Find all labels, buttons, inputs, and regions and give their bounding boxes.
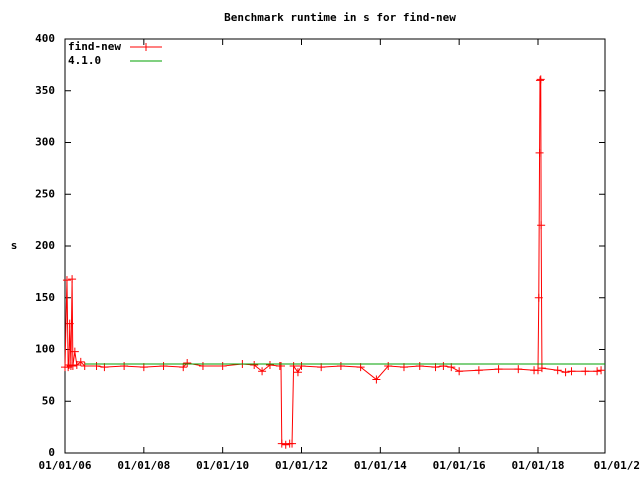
- chart-title: Benchmark runtime in s for find-new: [224, 11, 456, 24]
- point-marker: [70, 347, 79, 356]
- y-tick-label: 200: [35, 239, 55, 252]
- point-marker: [64, 361, 73, 370]
- y-tick-label: 400: [35, 32, 55, 45]
- legend-label: find-new: [68, 40, 121, 53]
- point-marker: [533, 366, 542, 375]
- point-marker: [372, 375, 381, 384]
- point-marker: [277, 362, 285, 371]
- y-axis-label: s: [11, 239, 18, 252]
- y-tick-label: 50: [42, 394, 55, 407]
- point-marker: [553, 366, 562, 375]
- point-marker: [68, 275, 77, 284]
- point-marker: [250, 361, 259, 370]
- x-tick-label: 01/01/08: [117, 459, 170, 472]
- point-marker: [561, 368, 570, 377]
- point-marker: [536, 75, 545, 84]
- y-tick-label: 100: [35, 343, 55, 356]
- point-marker: [535, 148, 544, 157]
- point-marker: [567, 367, 576, 376]
- point-marker: [336, 362, 345, 371]
- point-marker: [439, 362, 448, 371]
- legend-marker: [142, 43, 150, 51]
- point-marker: [92, 362, 101, 371]
- point-marker: [68, 362, 77, 371]
- point-marker: [537, 221, 546, 230]
- series-line: [64, 77, 602, 446]
- x-tick-label: 01/01/12: [275, 459, 328, 472]
- point-marker: [76, 357, 85, 366]
- point-marker: [581, 367, 590, 376]
- point-marker: [289, 362, 298, 371]
- point-marker: [80, 362, 89, 371]
- point-marker: [455, 367, 464, 376]
- y-tick-label: 0: [48, 446, 55, 459]
- point-marker: [537, 364, 546, 373]
- point-marker: [535, 76, 544, 85]
- y-tick-label: 150: [35, 291, 55, 304]
- point-marker: [183, 358, 192, 367]
- point-marker: [293, 368, 302, 377]
- point-marker: [514, 365, 523, 374]
- point-marker: [415, 362, 424, 371]
- x-tick-label: 01/01/14: [354, 459, 407, 472]
- x-tick-label: 01/01/18: [512, 459, 565, 472]
- point-marker: [534, 293, 543, 302]
- point-marker: [281, 440, 290, 449]
- point-marker: [120, 362, 129, 371]
- point-marker: [277, 439, 286, 448]
- y-tick-label: 300: [35, 136, 55, 149]
- point-marker: [65, 319, 74, 328]
- point-marker: [62, 276, 71, 285]
- point-marker: [474, 366, 483, 375]
- point-marker: [218, 362, 227, 371]
- point-marker: [265, 361, 274, 370]
- point-marker: [159, 362, 168, 371]
- point-marker: [494, 365, 503, 374]
- point-marker: [297, 362, 306, 371]
- point-marker: [288, 439, 297, 448]
- legend-label: 4.1.0: [68, 54, 101, 67]
- x-tick-label: 01/01/16: [433, 459, 486, 472]
- point-marker: [593, 367, 602, 376]
- point-marker: [258, 367, 267, 376]
- x-tick-label: 01/01/10: [196, 459, 249, 472]
- y-tick-label: 250: [35, 187, 55, 200]
- point-marker: [597, 366, 606, 375]
- x-tick-label: 01/01/06: [39, 459, 92, 472]
- point-marker: [198, 362, 207, 371]
- y-tick-label: 350: [35, 84, 55, 97]
- point-marker: [384, 362, 393, 371]
- x-tick-label: 01/01/2: [594, 459, 640, 472]
